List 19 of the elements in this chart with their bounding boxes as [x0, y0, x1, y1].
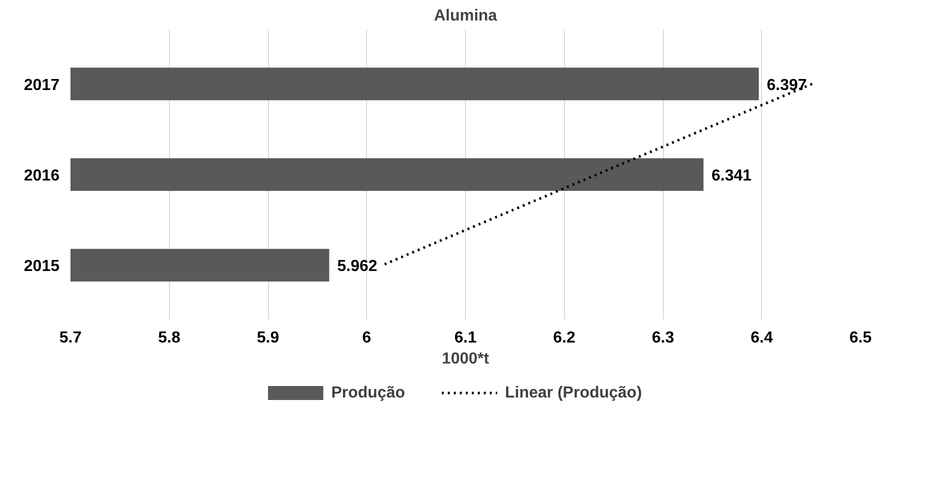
- x-tick-label: 5.8: [158, 330, 180, 346]
- x-axis-title: 1000*t: [442, 350, 490, 368]
- legend-label: Produção: [331, 384, 406, 402]
- y-tick-label: 2015: [24, 258, 60, 276]
- y-tick-label: 2016: [24, 168, 60, 184]
- x-tick-label: 6.4: [750, 330, 773, 346]
- chart-title: Alumina: [434, 8, 498, 24]
- x-tick-label: 6.2: [553, 330, 576, 346]
- data-label: 6.397: [766, 76, 807, 94]
- data-label: 6.341: [711, 168, 752, 184]
- x-tick-label: 6: [362, 330, 372, 346]
- x-tick-label: 6.1: [454, 330, 477, 346]
- x-tick-label: 5.9: [256, 330, 280, 346]
- x-tick-label: 5.7: [59, 330, 82, 346]
- x-tick-label: 6.3: [652, 330, 674, 346]
- y-tick-label: 2017: [24, 76, 60, 94]
- data-label: 5.962: [337, 258, 378, 276]
- x-tick-label: 6.5: [849, 330, 872, 346]
- legend-label: Linear (Produção): [505, 384, 642, 402]
